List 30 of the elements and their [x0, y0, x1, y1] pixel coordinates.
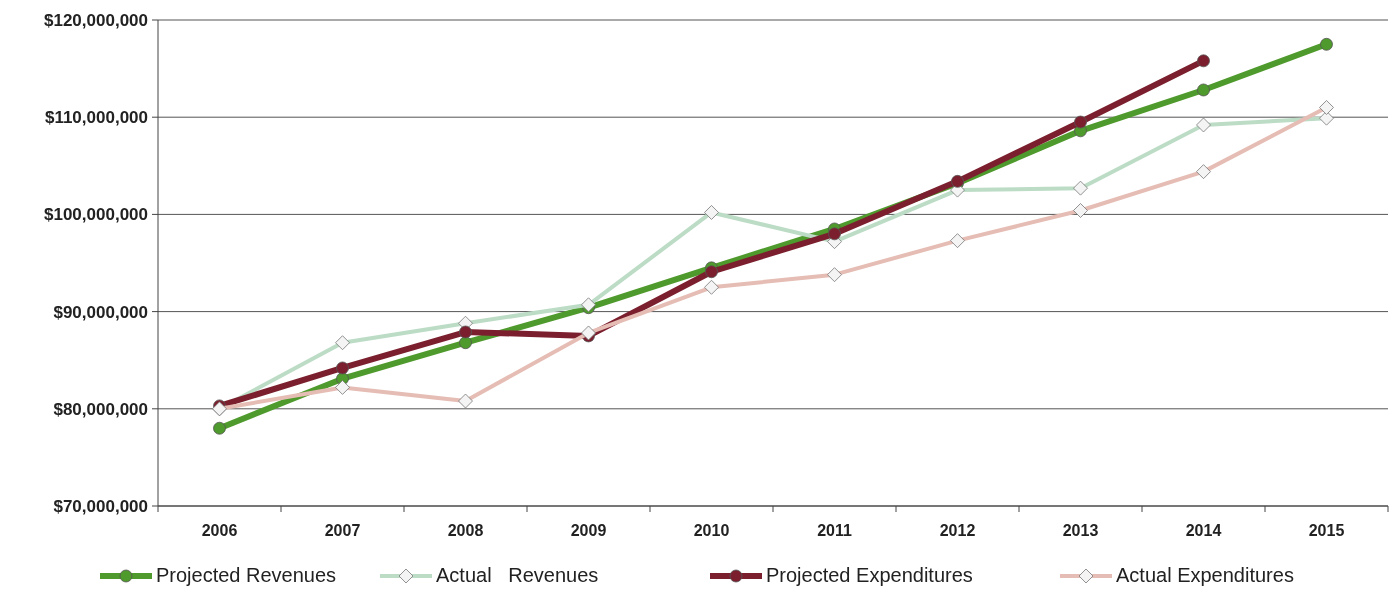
point [705, 265, 718, 279]
x-tick-label: 2012 [939, 522, 976, 539]
y-tick-label: $120,000,000 [44, 10, 148, 30]
point [459, 336, 472, 350]
legend-label: Projected Revenues [156, 564, 337, 586]
y-tick-label: $80,000,000 [53, 399, 148, 419]
y-tick-label: $100,000,000 [44, 205, 148, 225]
point [336, 361, 349, 375]
x-tick-label: 2015 [1308, 522, 1345, 539]
point [1197, 54, 1210, 68]
point [828, 227, 841, 241]
x-tick-label: 2008 [447, 522, 484, 539]
point [213, 421, 226, 435]
x-tick-label: 2010 [693, 522, 730, 539]
y-tick-label: $70,000,000 [53, 496, 148, 516]
x-tick-label: 2006 [201, 522, 238, 539]
point [1074, 115, 1087, 129]
legend-label: Projected Expenditures [766, 564, 973, 586]
x-tick-label: 2009 [570, 522, 607, 539]
legend-label: Actual Revenues [436, 564, 599, 586]
y-tick-label: $110,000,000 [44, 108, 148, 128]
x-tick-label: 2013 [1062, 522, 1099, 539]
x-tick-label: 2007 [324, 522, 361, 539]
point [459, 325, 472, 339]
point [1197, 83, 1210, 97]
point [1320, 37, 1333, 51]
legend-label: Actual Expenditures [1116, 564, 1294, 586]
x-tick-label: 2014 [1185, 522, 1222, 539]
x-tick-label: 2011 [817, 522, 852, 539]
y-tick-label: $90,000,000 [53, 302, 148, 322]
